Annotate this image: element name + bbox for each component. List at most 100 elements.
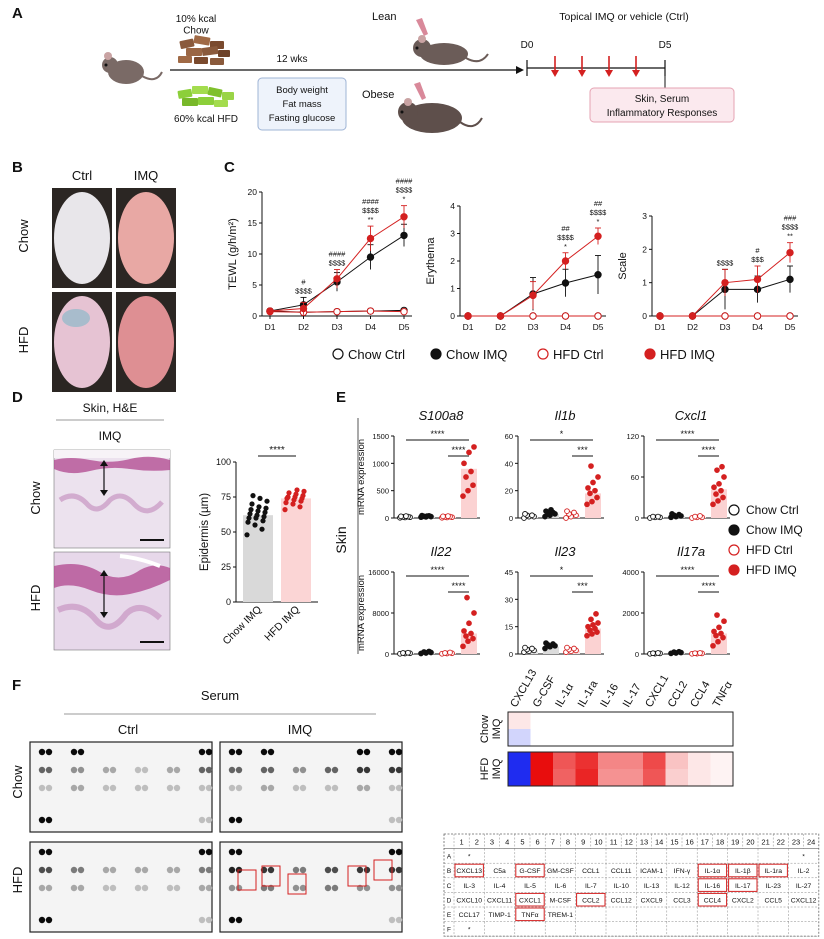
key-column-number: 8 bbox=[566, 838, 570, 847]
scatter-point bbox=[465, 638, 471, 645]
scatter-chart-2: Cxcl1 0 60 120 **** **** bbox=[626, 408, 730, 523]
scatter-point bbox=[543, 508, 549, 515]
dose-arrowhead-1 bbox=[551, 70, 559, 77]
array-membrane-3 bbox=[219, 841, 403, 933]
key-cell-label: IL-7 bbox=[585, 883, 597, 890]
array-spot bbox=[45, 816, 53, 824]
panel-letter-d: D bbox=[12, 389, 23, 406]
data-point bbox=[753, 312, 762, 320]
scatter-point bbox=[471, 610, 477, 616]
scatter-point bbox=[713, 491, 719, 497]
array-spot bbox=[45, 848, 53, 856]
heatmap-cell bbox=[530, 752, 553, 769]
heatmap-cell bbox=[643, 752, 666, 769]
array-spot bbox=[235, 784, 243, 792]
array-spot bbox=[395, 748, 403, 756]
panelf-row-chow: Chow bbox=[10, 765, 25, 799]
key-cell-label: CXCL10 bbox=[456, 897, 482, 904]
histology-chow bbox=[53, 449, 171, 549]
significance-label: ** bbox=[787, 232, 793, 241]
heatmap-cell bbox=[508, 752, 531, 769]
array-spot bbox=[109, 866, 117, 874]
readout-line-1: Skin, Serum bbox=[635, 94, 689, 105]
bar-data-point bbox=[255, 508, 261, 514]
legend-label: Chow IMQ bbox=[746, 523, 803, 537]
diet-chow-label: 10% kcal Chow bbox=[176, 14, 217, 37]
heatmap-cell bbox=[665, 712, 688, 729]
key-cell-label: IL-13 bbox=[644, 883, 660, 890]
key-cell-label: IL-5 bbox=[524, 883, 536, 890]
array-spot bbox=[198, 916, 206, 924]
key-column-number: 17 bbox=[701, 838, 709, 847]
key-cell-label: CCL12 bbox=[611, 897, 632, 904]
y-tick-label: 15 bbox=[248, 218, 258, 228]
scatter-point bbox=[463, 633, 469, 639]
diet-hfd-label: 60% kcal HFD bbox=[174, 114, 238, 125]
key-cell-label: IL-10 bbox=[613, 883, 629, 890]
mouse-source-icon bbox=[102, 52, 163, 84]
x-tick-label: D3 bbox=[720, 322, 731, 332]
measures-box bbox=[257, 77, 347, 131]
array-spot bbox=[267, 866, 275, 874]
scatter-point bbox=[403, 513, 409, 519]
panel-c-legend: Chow Ctrl Chow IMQ HFD Ctrl HFD IMQ bbox=[332, 347, 715, 362]
x-tick-label: D5 bbox=[593, 322, 604, 332]
legend-marker bbox=[728, 504, 740, 516]
heatmap-column-label: IL-17 bbox=[621, 682, 644, 710]
array-spot bbox=[77, 884, 85, 892]
key-column-number: 24 bbox=[807, 838, 815, 847]
scatter-point bbox=[595, 474, 601, 480]
y-tick-label: 0 bbox=[226, 597, 231, 607]
scatter-point bbox=[697, 650, 703, 656]
y-tick-label: 60 bbox=[631, 473, 639, 482]
array-spot bbox=[134, 884, 142, 892]
array-spot bbox=[388, 848, 396, 856]
scatter-chart-5: Il17a 0 2000 4000 **** **** bbox=[622, 544, 730, 659]
heatmap-cell bbox=[553, 712, 576, 729]
key-cell-label: IL-1β bbox=[735, 868, 751, 875]
key-cell-label: IL-16 bbox=[705, 883, 721, 890]
scatter-point bbox=[466, 620, 472, 627]
y-tick-label: 0 bbox=[642, 311, 647, 321]
array-spot bbox=[228, 866, 236, 874]
heatmap-cell bbox=[710, 769, 733, 786]
heatmap-cell bbox=[575, 712, 598, 729]
panelf-col-imq: IMQ bbox=[288, 722, 313, 737]
significance-label: **** bbox=[680, 429, 695, 439]
readout-box bbox=[589, 87, 735, 123]
key-highlight-box bbox=[728, 863, 758, 878]
heatmap-cell bbox=[575, 752, 598, 769]
y-axis-label: Scale bbox=[617, 252, 629, 280]
panel-e-legend: Chow Ctrl Chow IMQ HFD Ctrl HFD IMQ bbox=[728, 503, 803, 577]
bar-data-point bbox=[264, 498, 270, 504]
panel-e-side-label: Skin bbox=[333, 526, 349, 553]
array-spot bbox=[331, 866, 339, 874]
array-spot bbox=[205, 816, 213, 824]
bar-data-point bbox=[249, 501, 255, 507]
scatter-point bbox=[550, 641, 556, 647]
array-spot bbox=[395, 866, 403, 874]
key-column-number: 18 bbox=[716, 838, 724, 847]
scatter-point bbox=[716, 624, 722, 631]
significance-label: * bbox=[597, 217, 600, 226]
significance-label: **** bbox=[701, 445, 716, 455]
he-subtitle: IMQ bbox=[99, 429, 122, 443]
d0-label: D0 bbox=[521, 40, 534, 51]
data-point bbox=[594, 271, 602, 279]
array-spot bbox=[363, 784, 371, 792]
data-point bbox=[496, 312, 505, 320]
key-highlight-box bbox=[697, 892, 728, 907]
scatter-point bbox=[398, 513, 404, 520]
array-spot bbox=[102, 866, 110, 874]
scatter-point bbox=[714, 612, 720, 618]
array-spot bbox=[141, 866, 149, 874]
data-point bbox=[561, 279, 570, 287]
bar-data-point bbox=[262, 509, 268, 515]
legend-label: Chow IMQ bbox=[446, 347, 507, 362]
x-tick-label: D1 bbox=[265, 322, 276, 332]
key-column-number: 14 bbox=[655, 838, 663, 847]
data-point bbox=[594, 312, 602, 320]
